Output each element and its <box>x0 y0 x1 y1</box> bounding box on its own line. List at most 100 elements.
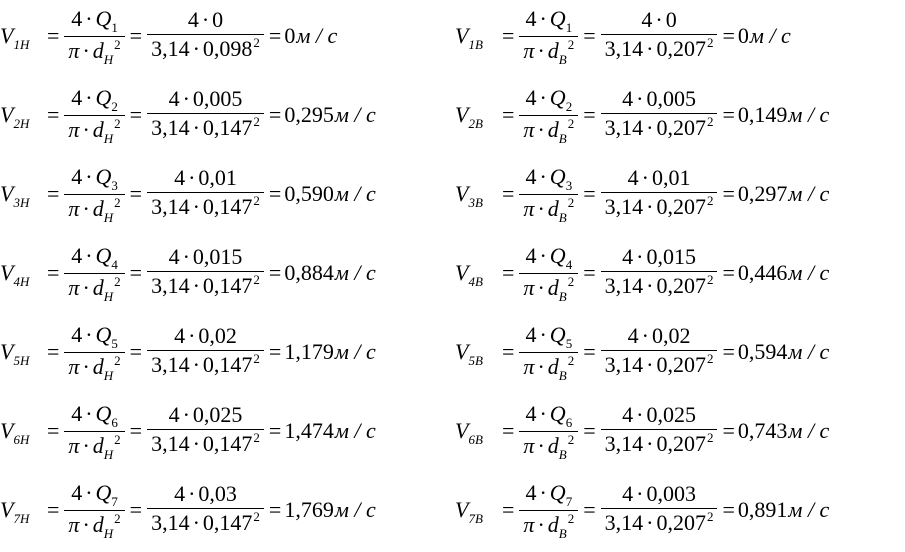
q-index: 6 <box>111 414 118 430</box>
v-letter: V <box>0 102 14 127</box>
square-exponent: 2 <box>706 272 714 287</box>
value-numerator: 4 · 0,015 <box>618 245 700 271</box>
right-equation-3: V 3В = 4 · Q3 π · dВ2 = 4 · 0,01 3,14 · 0,2072 = … <box>455 163 829 225</box>
formula-fraction: 4 · Q7 π · dН2 <box>64 479 125 541</box>
equals-sign: = <box>722 418 735 443</box>
value-denominator: 3,14 · 0,0982 <box>147 34 264 64</box>
value-denominator: 3,14 · 0,1472 <box>147 113 264 143</box>
value-numerator: 4 · 0,03 <box>170 482 241 508</box>
diameter-value: 0,207 <box>656 115 706 140</box>
q-index: 2 <box>565 98 573 114</box>
formula-numerator: 4 · Q2 <box>67 85 122 115</box>
value-numerator: 4 · 0,025 <box>165 403 247 429</box>
velocity-subscript: 2В <box>468 116 483 131</box>
right-equation-5: V 5В = 4 · Q5 π · dВ2 = 4 · 0,02 3,14 · 0,2072 = … <box>455 322 830 383</box>
diameter-value: 0,207 <box>656 510 706 535</box>
pi-symbol: π <box>523 116 535 142</box>
formula-numerator: 4 · Q6 <box>67 401 122 431</box>
unit-label: м / с <box>334 339 376 364</box>
d-subscript: Н <box>103 525 114 541</box>
value-fraction: 4 · 0,02 3,14 · 0,1472 <box>147 324 264 380</box>
formula-numerator: 4 · Q2 <box>521 84 576 115</box>
value-numerator: 4 · 0,02 <box>170 324 241 350</box>
equals-sign: = <box>129 418 143 443</box>
dot-operator: · <box>192 431 200 456</box>
velocity-symbol: V 4В <box>455 260 499 289</box>
formula-denominator: π · dВ2 <box>519 193 579 225</box>
left-equation-4: V 4Н = 4 · Q4 π · dН2 = 4 · 0,015 3,14 · 0,1472 =… <box>0 243 376 304</box>
q-value: 0,02 <box>198 323 237 348</box>
q-index: 1 <box>111 19 118 35</box>
value-fraction: 4 · 0,015 3,14 · 0,1472 <box>147 245 264 301</box>
equals-sign: = <box>268 339 282 364</box>
four: 4 <box>187 7 199 32</box>
value-fraction: 4 · 0,03 3,14 · 0,1472 <box>147 482 264 538</box>
d-subscript: Н <box>103 130 114 146</box>
four: 4 <box>525 163 537 189</box>
dot-operator: · <box>636 402 644 427</box>
formula-fraction: 4 · Q3 π · dН2 <box>64 163 125 225</box>
d-symbol: d <box>547 274 559 300</box>
dot-operator: · <box>537 195 545 221</box>
formula-denominator: π · dВ2 <box>519 509 579 541</box>
right-equation-4: V 4В = 4 · Q4 π · dВ2 = 4 · 0,015 3,14 · 0,2072 =… <box>455 243 829 304</box>
q-index: 4 <box>111 256 118 272</box>
velocity-subscript: 7В <box>468 511 483 526</box>
q-symbol: Q <box>549 84 566 110</box>
velocity-symbol: V 4Н <box>0 260 44 289</box>
formula-denominator: π · dВ2 <box>519 35 579 67</box>
unit-label: м / с <box>334 497 376 522</box>
unit-label: м / с <box>788 339 830 364</box>
pi-value: 3,14 <box>604 36 644 61</box>
result-value: 0,149 <box>737 102 788 127</box>
q-index: 3 <box>111 177 118 193</box>
velocity-symbol: V 1Н <box>0 23 44 52</box>
value-numerator: 4 · 0,01 <box>170 166 241 192</box>
dot-operator: · <box>537 274 545 300</box>
q-symbol: Q <box>95 479 112 505</box>
velocity-symbol: V 2В <box>455 102 499 131</box>
square-exponent: 2 <box>253 193 260 208</box>
v-letter: V <box>455 181 469 206</box>
dot-operator: · <box>636 86 644 111</box>
value-fraction: 4 · 0,005 3,14 · 0,2072 <box>600 86 718 143</box>
value-numerator: 4 · 0,005 <box>165 87 247 113</box>
dot-operator: · <box>646 352 654 377</box>
four: 4 <box>622 402 634 427</box>
q-value: 0,003 <box>646 481 696 506</box>
equals-sign: = <box>129 260 143 285</box>
square-exponent: 2 <box>706 193 714 208</box>
pi-value: 3,14 <box>151 273 190 298</box>
equals-sign: = <box>268 418 282 443</box>
pi-value: 3,14 <box>151 352 190 377</box>
square-exponent: 2 <box>253 272 260 287</box>
q-value: 0,01 <box>198 165 237 190</box>
dot-operator: · <box>182 244 190 269</box>
four: 4 <box>71 321 83 347</box>
d-symbol: d <box>92 353 104 379</box>
value-denominator: 3,14 · 0,2072 <box>600 350 718 380</box>
square-exponent: 2 <box>114 273 121 289</box>
q-index: 6 <box>565 414 573 430</box>
square-exponent: 2 <box>706 430 714 445</box>
equals-sign: = <box>268 23 282 48</box>
dot-operator: · <box>539 400 547 426</box>
equals-sign: = <box>583 260 596 285</box>
formula-denominator: π · dВ2 <box>519 430 579 462</box>
dot-operator: · <box>636 244 644 269</box>
square-exponent: 2 <box>253 509 260 524</box>
equals-sign: = <box>47 23 60 48</box>
four: 4 <box>622 86 634 111</box>
value-denominator: 3,14 · 0,2072 <box>600 192 718 222</box>
left-column: V 1Н = 4 · Q1 π · dН2 = 4 · 0 3,14 · 0,0982 = 0 м… <box>0 0 450 552</box>
q-symbol: Q <box>95 163 112 189</box>
v-letter: V <box>0 181 14 206</box>
velocity-subscript: 3Н <box>13 195 30 210</box>
q-index: 1 <box>565 19 573 35</box>
pi-value: 3,14 <box>604 273 644 298</box>
formula-denominator: π · dН2 <box>64 430 125 462</box>
q-value: 0,015 <box>646 244 696 269</box>
formula-fraction: 4 · Q5 π · dН2 <box>64 321 125 383</box>
pi-value: 3,14 <box>604 194 644 219</box>
dot-operator: · <box>537 37 545 63</box>
